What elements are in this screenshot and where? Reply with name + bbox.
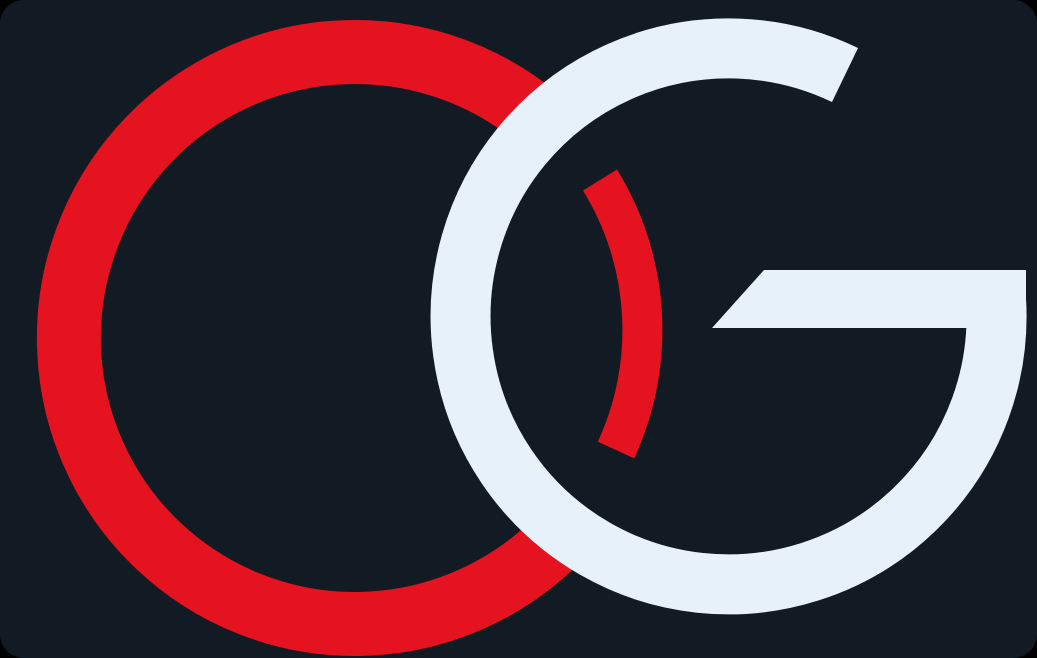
letter-g-arc	[430, 18, 1027, 615]
letter-c-inner-arc	[582, 169, 663, 459]
letter-g-crossbar	[712, 270, 1026, 328]
letter-g-mark	[430, 18, 1027, 615]
letter-c-mark	[36, 19, 663, 656]
letter-c-ring	[36, 19, 580, 656]
